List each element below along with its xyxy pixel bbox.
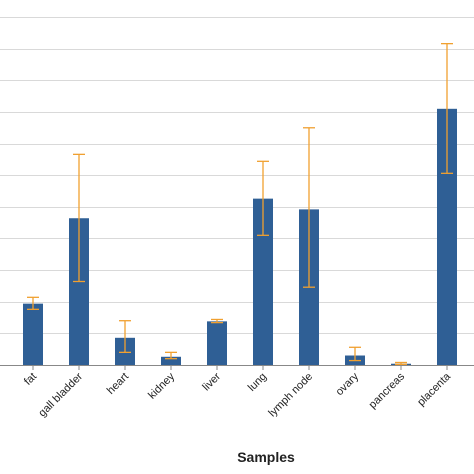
x-tick-label: heart [105,371,131,397]
error-bar [165,351,177,360]
x-tick-label: pancreas [367,370,408,411]
x-tick-label: liver [200,370,223,393]
error-bar [73,153,85,283]
x-tick-label: gall bladder [36,370,85,419]
error-bars-group [27,42,453,366]
error-bar [349,346,361,362]
x-tick-label: fat [22,371,39,388]
bar [253,198,273,365]
x-tick-label: ovary [334,370,362,398]
bar [69,218,89,365]
x-tick-label: placenta [415,370,454,409]
error-bar [395,361,407,366]
x-tick-label: lymph node [266,371,315,420]
error-bar [119,320,131,353]
error-bar [211,318,223,324]
bar [207,321,227,365]
error-bar [257,160,269,236]
error-bar [27,296,39,310]
bars-group [23,108,457,365]
error-bar [303,127,315,288]
x-tick-label: lung [246,371,269,394]
bar [23,303,43,365]
x-axis-label: Samples [237,449,295,465]
x-tick-label: kidney [146,370,177,401]
bar [161,356,181,365]
error-bar [441,42,453,174]
